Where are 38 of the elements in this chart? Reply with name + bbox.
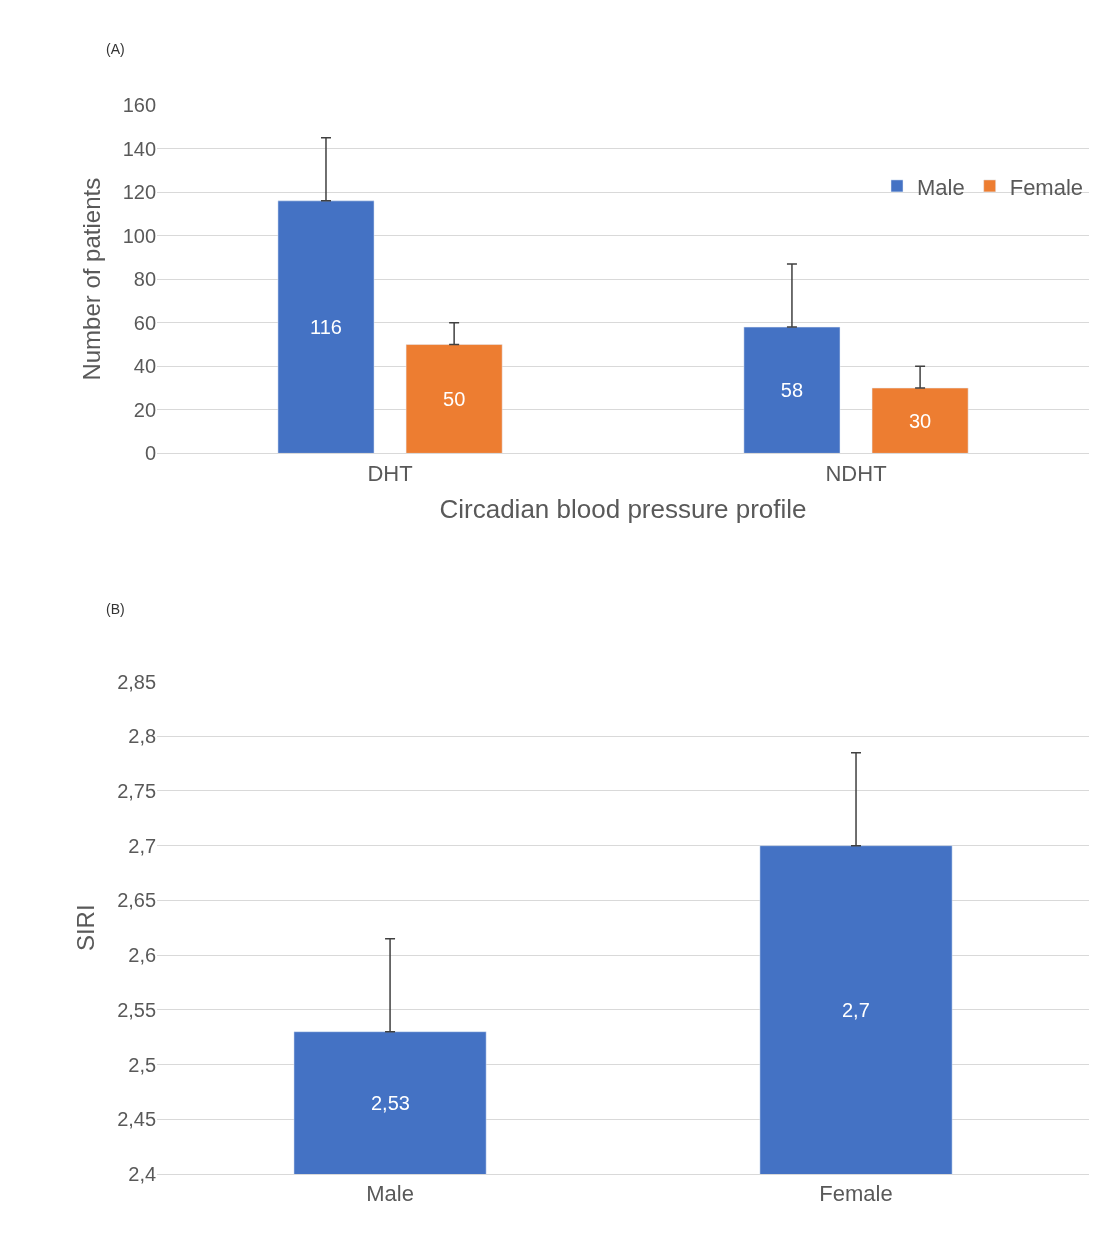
data-label: 50 <box>443 387 466 410</box>
y-tick-label: 160 <box>122 94 157 117</box>
x-tick-label: DHT <box>367 460 413 486</box>
data-label: 30 <box>908 409 932 432</box>
y-tick-label: 120 <box>122 181 157 204</box>
y-tick-label: 2,85 <box>117 670 157 693</box>
y-tick-label: 140 <box>122 137 157 160</box>
y-tick-label: 2,4 <box>128 1162 157 1185</box>
x-tick-label: NDHT <box>825 460 887 486</box>
y-tick-label: 60 <box>133 311 157 334</box>
data-label: 2,53 <box>371 1092 410 1114</box>
y-tick-label: 2,75 <box>117 779 157 802</box>
data-label: 116 <box>310 316 342 339</box>
bar <box>871 387 969 454</box>
y-tick-label: 20 <box>133 398 157 421</box>
y-axis-title: Number of patients <box>77 177 105 381</box>
chart-title: (A) <box>106 41 125 57</box>
y-tick-label: 0 <box>144 442 157 465</box>
bar <box>743 326 841 454</box>
legend-label: Female <box>1009 174 1084 200</box>
y-axis-title: SIRI <box>72 904 100 952</box>
y-tick-label: 2,8 <box>128 725 157 748</box>
data-label: 58 <box>780 379 804 402</box>
y-tick-label: 2,55 <box>117 998 157 1021</box>
y-tick-label: 80 <box>133 268 157 291</box>
legend-label: Male <box>917 174 965 200</box>
data-label: 2,7 <box>842 999 870 1021</box>
y-tick-label: 40 <box>133 355 157 378</box>
y-tick-label: 2,45 <box>117 1108 157 1131</box>
bar <box>405 344 503 454</box>
x-axis-title: Circadian blood pressure profile <box>439 494 807 525</box>
chart-title: (B) <box>106 601 125 617</box>
y-tick-label: 2,7 <box>128 834 157 857</box>
y-tick-label: 2,65 <box>117 889 157 912</box>
y-tick-label: 100 <box>122 224 157 247</box>
y-tick-label: 2,6 <box>128 944 157 967</box>
y-tick-label: 2,5 <box>128 1053 157 1076</box>
bar <box>277 200 375 454</box>
